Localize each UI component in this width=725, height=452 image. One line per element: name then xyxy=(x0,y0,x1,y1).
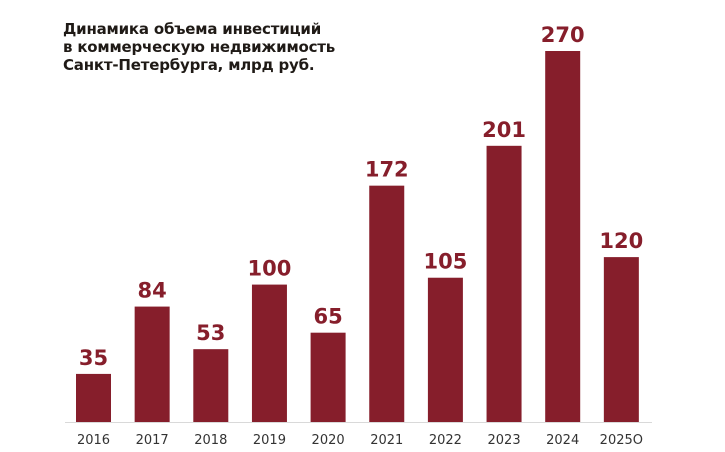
data-label-2020: 65 xyxy=(313,305,342,329)
data-label-2016: 35 xyxy=(79,346,108,370)
bar-2016 xyxy=(76,373,111,422)
x-tick-label-2018: 2018 xyxy=(194,433,227,448)
bar-2021 xyxy=(369,185,405,422)
bar-2022 xyxy=(427,277,463,422)
data-label-2021: 172 xyxy=(365,158,409,182)
bar-2023 xyxy=(486,145,522,423)
data-label-2022: 105 xyxy=(423,250,467,274)
data-label-2024: 270 xyxy=(541,23,585,47)
x-tick-label-2016: 2016 xyxy=(77,433,110,448)
bar-2019 xyxy=(251,284,287,422)
chart-title: Динамика объема инвестиций в коммерческу… xyxy=(63,20,336,74)
data-label-2018: 53 xyxy=(196,321,225,345)
x-tick-label-2022: 2022 xyxy=(429,433,462,448)
bar-2024 xyxy=(545,51,581,422)
data-label-2019: 100 xyxy=(248,257,292,281)
data-label-2023: 201 xyxy=(482,118,526,142)
x-tick-label-2023: 2023 xyxy=(488,433,521,448)
data-label-2025О: 120 xyxy=(599,229,643,253)
bar-2018 xyxy=(193,349,229,422)
bar-2025О xyxy=(603,257,639,422)
data-label-2017: 84 xyxy=(138,279,167,303)
x-tick-label-2019: 2019 xyxy=(253,433,286,448)
bar-2017 xyxy=(134,306,170,422)
x-tick-label-2024: 2024 xyxy=(546,433,579,448)
bar-2020 xyxy=(310,332,346,422)
x-tick-label-2021: 2021 xyxy=(370,433,403,448)
x-tick-label-2025О: 2025О xyxy=(600,433,643,448)
x-tick-label-2020: 2020 xyxy=(312,433,345,448)
x-tick-label-2017: 2017 xyxy=(136,433,169,448)
